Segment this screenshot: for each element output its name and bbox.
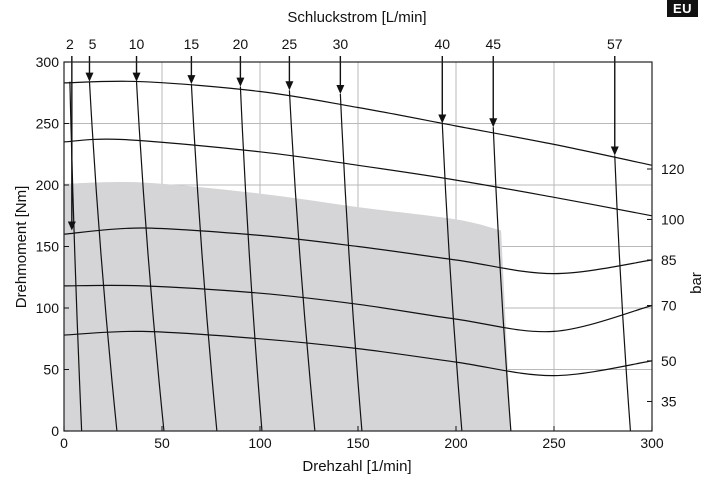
pressure-curve-100	[63, 138, 653, 217]
flow-curve-2	[69, 81, 83, 432]
flow-arrow-head	[610, 146, 619, 156]
x-tick-label: 200	[444, 435, 468, 451]
x-tick-label: 250	[542, 435, 566, 451]
flow-label: 5	[89, 36, 97, 52]
flow-arrow-head	[132, 72, 141, 82]
y-tick-label: 50	[43, 362, 59, 378]
flow-arrow-head	[187, 75, 196, 85]
flow-curve-40	[441, 123, 463, 432]
flow-curve-45	[492, 127, 512, 432]
flow-arrow-head	[85, 72, 94, 82]
flow-label: 20	[233, 36, 249, 52]
x-axis-label: Drehzahl [1/min]	[302, 458, 411, 475]
pressure-label: 50	[661, 353, 677, 369]
flow-arrow-head	[489, 118, 498, 128]
flow-curves	[69, 81, 632, 432]
y-tick-label: 300	[36, 54, 60, 70]
flow-label: 15	[184, 36, 200, 52]
flow-label: 57	[607, 36, 623, 52]
pressure-curves	[63, 80, 653, 377]
flow-curve-57	[614, 155, 632, 432]
flow-arrow-head	[285, 81, 294, 91]
pressure-label: 120	[661, 161, 685, 177]
flow-curve-30	[339, 93, 363, 432]
flow-curve-25	[288, 90, 316, 432]
region-badge: EU	[667, 0, 698, 17]
axis-ticks: 0 50 100 150 200 250 300 0 50 100 150 200 250 300 120 1…	[36, 54, 685, 451]
pressure-curve-120	[63, 80, 653, 166]
flow-arrow-head	[438, 114, 447, 124]
y-axis-label: Drehmoment [Nm]	[13, 186, 30, 309]
y-tick-label: 200	[36, 177, 60, 193]
y-tick-label: 250	[36, 116, 60, 132]
flow-arrows: 2 5 10 15 20 25 30 40 45 57	[66, 36, 623, 231]
flow-arrow-head	[336, 84, 345, 94]
y-tick-label: 0	[51, 423, 59, 439]
pressure-curve-50	[63, 330, 653, 377]
top-axis-label: Schluckstrom [L/min]	[287, 9, 426, 26]
flow-label: 10	[129, 36, 145, 52]
x-tick-label: 300	[640, 435, 664, 451]
flow-curve-10	[135, 81, 165, 432]
flow-curve-20	[239, 86, 263, 432]
flow-curve-15	[190, 84, 218, 432]
flow-arrow-head	[236, 77, 245, 87]
flow-label: 25	[282, 36, 298, 52]
pressure-label: 35	[661, 393, 677, 409]
operating-region	[64, 181, 511, 431]
flow-label: 45	[485, 36, 501, 52]
flow-arrow-head	[67, 221, 76, 231]
x-tick-label: 150	[346, 435, 370, 451]
x-tick-label: 0	[60, 435, 68, 451]
flow-curve-5	[88, 81, 118, 432]
pressure-label: 100	[661, 211, 685, 227]
x-tick-label: 50	[154, 435, 170, 451]
flow-label: 2	[66, 36, 74, 52]
y-tick-label: 150	[36, 239, 60, 255]
x-tick-label: 100	[248, 435, 272, 451]
pressure-curve-85	[63, 227, 653, 275]
pressure-label: 85	[661, 252, 677, 268]
pressure-curve-70	[63, 284, 653, 333]
flow-label: 40	[434, 36, 450, 52]
y-tick-label: 100	[36, 300, 60, 316]
operating-region-area	[64, 181, 511, 431]
flow-label: 30	[333, 36, 349, 52]
right-axis-label: bar	[688, 272, 705, 294]
pressure-label: 70	[661, 298, 677, 314]
